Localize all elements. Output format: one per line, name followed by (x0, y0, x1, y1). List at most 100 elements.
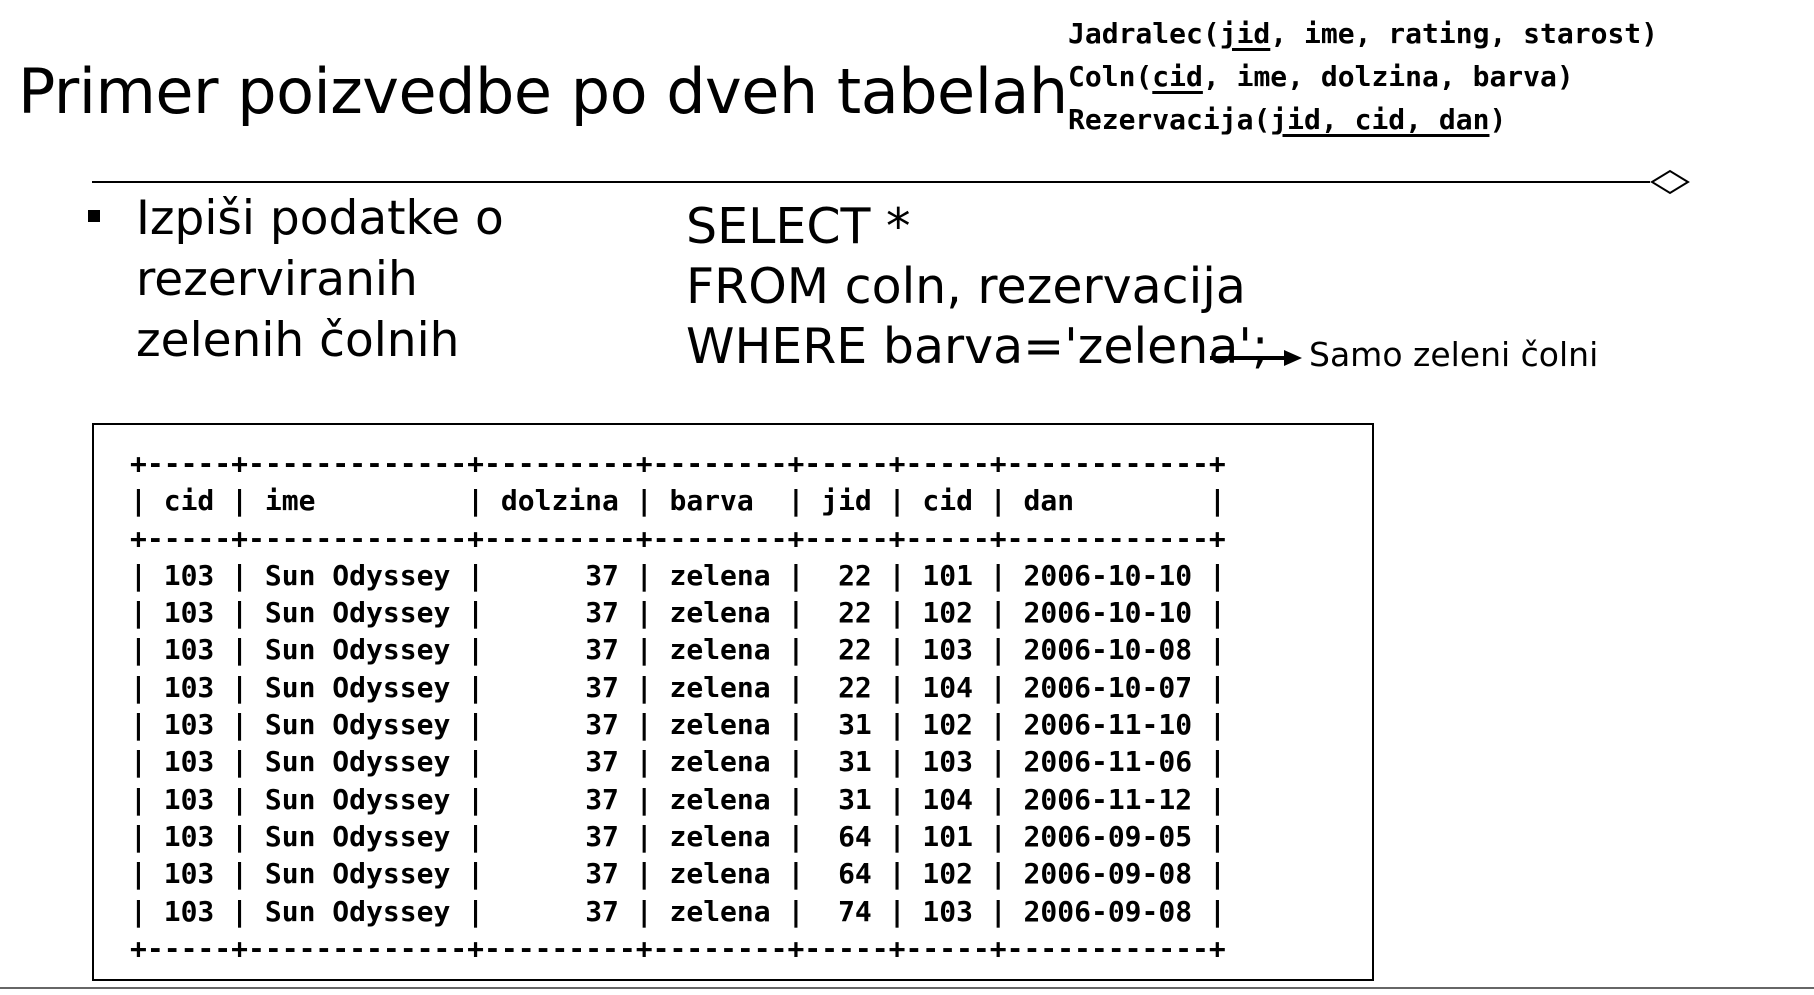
column-header: cid (922, 484, 973, 518)
table-row: | 103 | Sun Odyssey | 37 | zelena | 74 |… (130, 894, 1226, 928)
table-cell: 101 (922, 558, 973, 592)
table-cell: 37 (585, 782, 619, 816)
table-cell: 37 (585, 708, 619, 742)
table-cell: 22 (838, 670, 872, 704)
table-cell: 2006-11-10 (1023, 708, 1193, 742)
bullet-line: Izpiši podatke o (136, 191, 504, 246)
sql-where-line: WHERE barva='zelena'; (686, 318, 1269, 375)
table-cell: zelena (669, 894, 771, 928)
table-cell: Sun Odyssey (264, 782, 451, 816)
table-cell: 104 (922, 782, 973, 816)
table-cell: zelena (669, 708, 771, 742)
slide-title: Primer poizvedbe po dveh tabelah (18, 55, 1068, 128)
table-cell: Sun Odyssey (264, 708, 451, 742)
table-cell: 103 (163, 819, 215, 853)
annotation-text: Samo zeleni čolni (1309, 335, 1599, 374)
table-row: | 103 | Sun Odyssey | 37 | zelena | 22 |… (130, 596, 1226, 630)
table-row: | 103 | Sun Odyssey | 37 | zelena | 22 |… (130, 670, 1226, 704)
schema-table-name: Coln (1068, 60, 1136, 93)
table-cell: 2006-11-12 (1023, 782, 1193, 816)
schema-line-coln: Coln(cid, ime, dolzina, barva) (1068, 60, 1574, 93)
table-cell: 37 (585, 745, 619, 779)
table-border: +-----+-------------+---------+--------+… (130, 521, 1226, 555)
table-cell: zelena (669, 558, 771, 592)
table-cell: 102 (922, 857, 973, 891)
table-cell: 2006-09-05 (1023, 819, 1193, 853)
table-cell: 2006-10-10 (1023, 558, 1193, 592)
bullet-line: rezerviranih (136, 252, 418, 307)
table-row: | 103 | Sun Odyssey | 37 | zelena | 64 |… (130, 819, 1226, 853)
table-cell: 31 (838, 782, 872, 816)
table-cell: 103 (163, 745, 215, 779)
table-cell: 22 (838, 633, 872, 667)
schema-table-name: Rezervacija (1068, 103, 1254, 136)
bullet-text: Izpiši podatke o rezerviranih zelenih čo… (136, 188, 576, 371)
schema-primary-key: jid (1219, 17, 1271, 50)
table-cell: Sun Odyssey (264, 596, 451, 630)
table-cell: 37 (585, 857, 619, 891)
table-cell: 104 (922, 670, 973, 704)
table-cell: 2006-10-10 (1023, 596, 1193, 630)
table-cell: 37 (585, 894, 619, 928)
column-header: jid (821, 484, 872, 518)
query-result-box: +-----+-------------+---------+--------+… (92, 423, 1374, 981)
table-cell: 103 (163, 857, 215, 891)
column-header: ime (264, 484, 316, 518)
table-cell: zelena (669, 819, 771, 853)
table-row: | 103 | Sun Odyssey | 37 | zelena | 64 |… (130, 857, 1226, 891)
table-cell: 2006-11-06 (1023, 745, 1193, 779)
table-cell: 103 (163, 782, 215, 816)
table-cell: 2006-09-08 (1023, 857, 1193, 891)
table-border: +-----+-------------+---------+--------+… (130, 447, 1226, 480)
schema-line-jadralec: Jadralec(jid, ime, rating, starost) (1068, 17, 1659, 50)
table-header-row: | cid | ime | dolzina | barva | jid | ci… (130, 484, 1226, 518)
table-cell: 64 (838, 857, 872, 891)
schema-primary-key: cid (1152, 60, 1203, 93)
column-header: barva (669, 484, 754, 518)
sql-query: SELECT * FROM coln, rezervacija WHERE ba… (686, 197, 1268, 377)
table-cell: zelena (669, 596, 771, 630)
footer-rule (0, 987, 1814, 989)
table-cell: 2006-10-07 (1023, 670, 1193, 704)
bullet-square-icon (88, 210, 100, 222)
sql-from-line: FROM coln, rezervacija (686, 258, 1246, 315)
table-cell: 103 (163, 894, 215, 928)
table-cell: 101 (922, 819, 973, 853)
table-cell: Sun Odyssey (264, 558, 451, 592)
table-cell: 31 (838, 708, 872, 742)
table-cell: Sun Odyssey (264, 894, 451, 928)
table-cell: zelena (669, 782, 771, 816)
table-cell: Sun Odyssey (264, 633, 451, 667)
table-cell: 22 (838, 558, 872, 592)
table-cell: Sun Odyssey (264, 745, 451, 779)
table-cell: 102 (922, 708, 973, 742)
table-cell: 103 (163, 558, 215, 592)
table-cell: 37 (585, 596, 619, 630)
table-cell: 103 (922, 745, 973, 779)
table-cell: 37 (585, 819, 619, 853)
table-row: | 103 | Sun Odyssey | 37 | zelena | 31 |… (130, 745, 1226, 779)
diamond-icon (1650, 169, 1690, 195)
table-row: | 103 | Sun Odyssey | 37 | zelena | 22 |… (130, 558, 1226, 592)
column-header: dan (1023, 484, 1075, 518)
table-cell: 103 (163, 596, 215, 630)
arrow-right-icon (1210, 350, 1302, 366)
table-cell: 103 (922, 633, 973, 667)
table-cell: 74 (838, 894, 872, 928)
table-cell: zelena (669, 670, 771, 704)
table-cell: 22 (838, 596, 872, 630)
table-row: | 103 | Sun Odyssey | 37 | zelena | 31 |… (130, 782, 1226, 816)
query-result-table: +-----+-------------+---------+--------+… (130, 445, 1226, 967)
table-cell: 102 (922, 596, 973, 630)
table-cell: 64 (838, 819, 872, 853)
schema-block: Jadralec(jid, ime, rating, starost) Coln… (1068, 12, 1658, 141)
table-cell: 2006-10-08 (1023, 633, 1193, 667)
table-row: | 103 | Sun Odyssey | 37 | zelena | 31 |… (130, 708, 1226, 742)
table-cell: zelena (669, 857, 771, 891)
table-cell: Sun Odyssey (264, 857, 451, 891)
schema-line-rezervacija: Rezervacija(jid, cid, dan) (1068, 103, 1507, 136)
table-cell: 37 (585, 558, 619, 592)
table-cell: 103 (163, 633, 215, 667)
bullet-line: zelenih čolnih (136, 313, 460, 368)
table-cell: 103 (163, 670, 215, 704)
